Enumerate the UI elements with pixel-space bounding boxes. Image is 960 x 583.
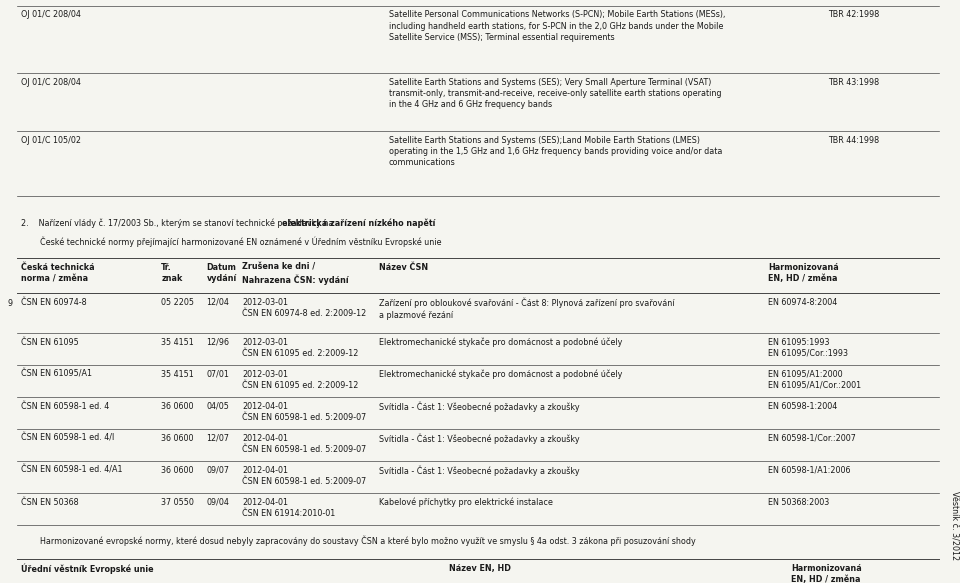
Text: EN 60974-8:2004: EN 60974-8:2004: [768, 298, 837, 307]
Text: 36 0600: 36 0600: [161, 434, 194, 442]
Text: OJ 01/C 208/04: OJ 01/C 208/04: [21, 78, 81, 86]
Text: 12/07: 12/07: [206, 434, 229, 442]
Text: TBR 42:1998: TBR 42:1998: [828, 10, 879, 19]
Text: Datum
vydání: Datum vydání: [206, 263, 237, 283]
Text: Satellite Earth Stations and Systems (SES);Land Mobile Earth Stations (LMES)
ope: Satellite Earth Stations and Systems (SE…: [389, 136, 722, 167]
Text: Tř.
znak: Tř. znak: [161, 263, 182, 283]
Text: OJ 01/C 208/04: OJ 01/C 208/04: [21, 10, 81, 19]
Text: 36 0600: 36 0600: [161, 402, 194, 410]
Text: EN 60598-1/Cor.:2007: EN 60598-1/Cor.:2007: [768, 434, 856, 442]
Text: Česká technická
norma / změna: Česká technická norma / změna: [21, 263, 95, 283]
Text: ČSN EN 60598-1 ed. 4: ČSN EN 60598-1 ed. 4: [21, 402, 109, 410]
Text: Svítidla - Část 1: Všeobecné požadavky a zkoušky: Svítidla - Část 1: Všeobecné požadavky a…: [379, 434, 580, 444]
Text: 2012-04-01
ČSN EN 60598-1 ed. 5:2009-07: 2012-04-01 ČSN EN 60598-1 ed. 5:2009-07: [242, 434, 366, 454]
Text: TBR 43:1998: TBR 43:1998: [828, 78, 879, 86]
Text: EN 60598-1:2004: EN 60598-1:2004: [768, 402, 837, 410]
Text: Název EN, HD: Název EN, HD: [449, 564, 511, 573]
Text: Svítidla - Část 1: Všeobecné požadavky a zkoušky: Svítidla - Část 1: Všeobecné požadavky a…: [379, 466, 580, 476]
Text: 04/05: 04/05: [206, 402, 229, 410]
Text: 12/04: 12/04: [206, 298, 229, 307]
Text: TBR 44:1998: TBR 44:1998: [828, 136, 879, 145]
Text: 12/96: 12/96: [206, 338, 229, 346]
Text: Satellite Earth Stations and Systems (SES); Very Small Aperture Terminal (VSAT)
: Satellite Earth Stations and Systems (SE…: [389, 78, 721, 109]
Text: ČSN EN 50368: ČSN EN 50368: [21, 498, 79, 507]
Text: EN 50368:2003: EN 50368:2003: [768, 498, 829, 507]
Text: České technické normy přejímající harmonizované EN oznámené v Úředním věstníku E: České technické normy přejímající harmon…: [40, 236, 442, 247]
Text: 2012-03-01
ČSN EN 60974-8 ed. 2:2009-12: 2012-03-01 ČSN EN 60974-8 ed. 2:2009-12: [242, 298, 366, 318]
Text: Harmonizovaná
EN, HD / změna: Harmonizovaná EN, HD / změna: [791, 564, 862, 583]
Text: elektrická zařízení nízkého napětí: elektrická zařízení nízkého napětí: [282, 219, 436, 228]
Text: Elektromechanické stykače pro domácnost a podobné účely: Elektromechanické stykače pro domácnost …: [379, 338, 623, 347]
Text: EN 61095/A1:2000
EN 61095/A1/Cor.:2001: EN 61095/A1:2000 EN 61095/A1/Cor.:2001: [768, 370, 861, 389]
Text: 09/04: 09/04: [206, 498, 229, 507]
Text: Svítidla - Část 1: Všeobecné požadavky a zkoušky: Svítidla - Část 1: Všeobecné požadavky a…: [379, 402, 580, 412]
Text: Harmonizovaná
EN, HD / změna: Harmonizovaná EN, HD / změna: [768, 263, 839, 283]
Text: Věstník č. 3/2012: Věstník č. 3/2012: [949, 490, 958, 560]
Text: 2012-03-01
ČSN EN 61095 ed. 2:2009-12: 2012-03-01 ČSN EN 61095 ed. 2:2009-12: [242, 338, 358, 357]
Text: Kabelové příchytky pro elektrické instalace: Kabelové příchytky pro elektrické instal…: [379, 498, 553, 507]
Text: 2012-04-01
ČSN EN 60598-1 ed. 5:2009-07: 2012-04-01 ČSN EN 60598-1 ed. 5:2009-07: [242, 466, 366, 486]
Text: ČSN EN 60974-8: ČSN EN 60974-8: [21, 298, 86, 307]
Text: 2012-04-01
ČSN EN 60598-1 ed. 5:2009-07: 2012-04-01 ČSN EN 60598-1 ed. 5:2009-07: [242, 402, 366, 422]
Text: Harmonizované evropské normy, které dosud nebyly zapracovány do soustavy ČSN a k: Harmonizované evropské normy, které dosu…: [40, 536, 696, 546]
Text: EN 60598-1/A1:2006: EN 60598-1/A1:2006: [768, 466, 851, 475]
Text: 09/07: 09/07: [206, 466, 229, 475]
Text: Úřední věstník Evropské unie: Úřední věstník Evropské unie: [21, 564, 154, 574]
Text: ČSN EN 61095/A1: ČSN EN 61095/A1: [21, 370, 92, 378]
Text: 05 2205: 05 2205: [161, 298, 194, 307]
Text: 2012-03-01
ČSN EN 61095 ed. 2:2009-12: 2012-03-01 ČSN EN 61095 ed. 2:2009-12: [242, 370, 358, 389]
Text: ČSN EN 61095: ČSN EN 61095: [21, 338, 79, 346]
Text: Zařízení pro obloukové svařování - Část 8: Plynová zařízení pro svařování
a plaz: Zařízení pro obloukové svařování - Část …: [379, 298, 675, 320]
Text: Zrušena ke dni /
Nahrazena ČSN: vydání: Zrušena ke dni / Nahrazena ČSN: vydání: [242, 263, 348, 285]
Text: OJ 01/C 105/02: OJ 01/C 105/02: [21, 136, 81, 145]
Text: Elektromechanické stykače pro domácnost a podobné účely: Elektromechanické stykače pro domácnost …: [379, 370, 623, 379]
Text: 36 0600: 36 0600: [161, 466, 194, 475]
Text: Název ČSN: Název ČSN: [379, 263, 428, 272]
Text: EN 61095:1993
EN 61095/Cor.:1993: EN 61095:1993 EN 61095/Cor.:1993: [768, 338, 848, 357]
Text: 37 0550: 37 0550: [161, 498, 194, 507]
Text: Satellite Personal Communications Networks (S-PCN); Mobile Earth Stations (MESs): Satellite Personal Communications Networ…: [389, 10, 725, 42]
Text: 2012-04-01
ČSN EN 61914:2010-01: 2012-04-01 ČSN EN 61914:2010-01: [242, 498, 335, 518]
Text: ČSN EN 60598-1 ed. 4/A1: ČSN EN 60598-1 ed. 4/A1: [21, 466, 123, 475]
Text: 9: 9: [8, 298, 12, 308]
Text: 2.    Nařízení vlády č. 17/2003 Sb., kterým se stanoví technické požadavky na: 2. Nařízení vlády č. 17/2003 Sb., kterým…: [21, 219, 336, 228]
Text: 07/01: 07/01: [206, 370, 229, 378]
Text: 35 4151: 35 4151: [161, 370, 194, 378]
Text: ČSN EN 60598-1 ed. 4/I: ČSN EN 60598-1 ed. 4/I: [21, 434, 114, 442]
Text: 35 4151: 35 4151: [161, 338, 194, 346]
